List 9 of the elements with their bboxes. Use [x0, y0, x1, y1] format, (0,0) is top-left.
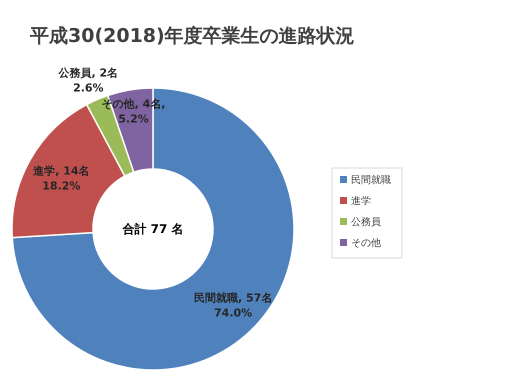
chart-title: 平成30(2018)年度卒業生の進路状況 — [29, 25, 355, 47]
legend-label: その他 — [351, 237, 381, 249]
legend-label: 公務員 — [351, 216, 381, 228]
legend-label: 進学 — [351, 195, 371, 207]
data-label: 公務員, 2名 2.6% — [57, 66, 118, 94]
data-label: 進学, 14名 18.2% — [32, 164, 90, 193]
text: 合計 77 名 — [121, 222, 184, 236]
data-label: 民間就職, 57名 74.0% — [194, 291, 272, 320]
legend-label: 民間就職 — [351, 174, 391, 186]
